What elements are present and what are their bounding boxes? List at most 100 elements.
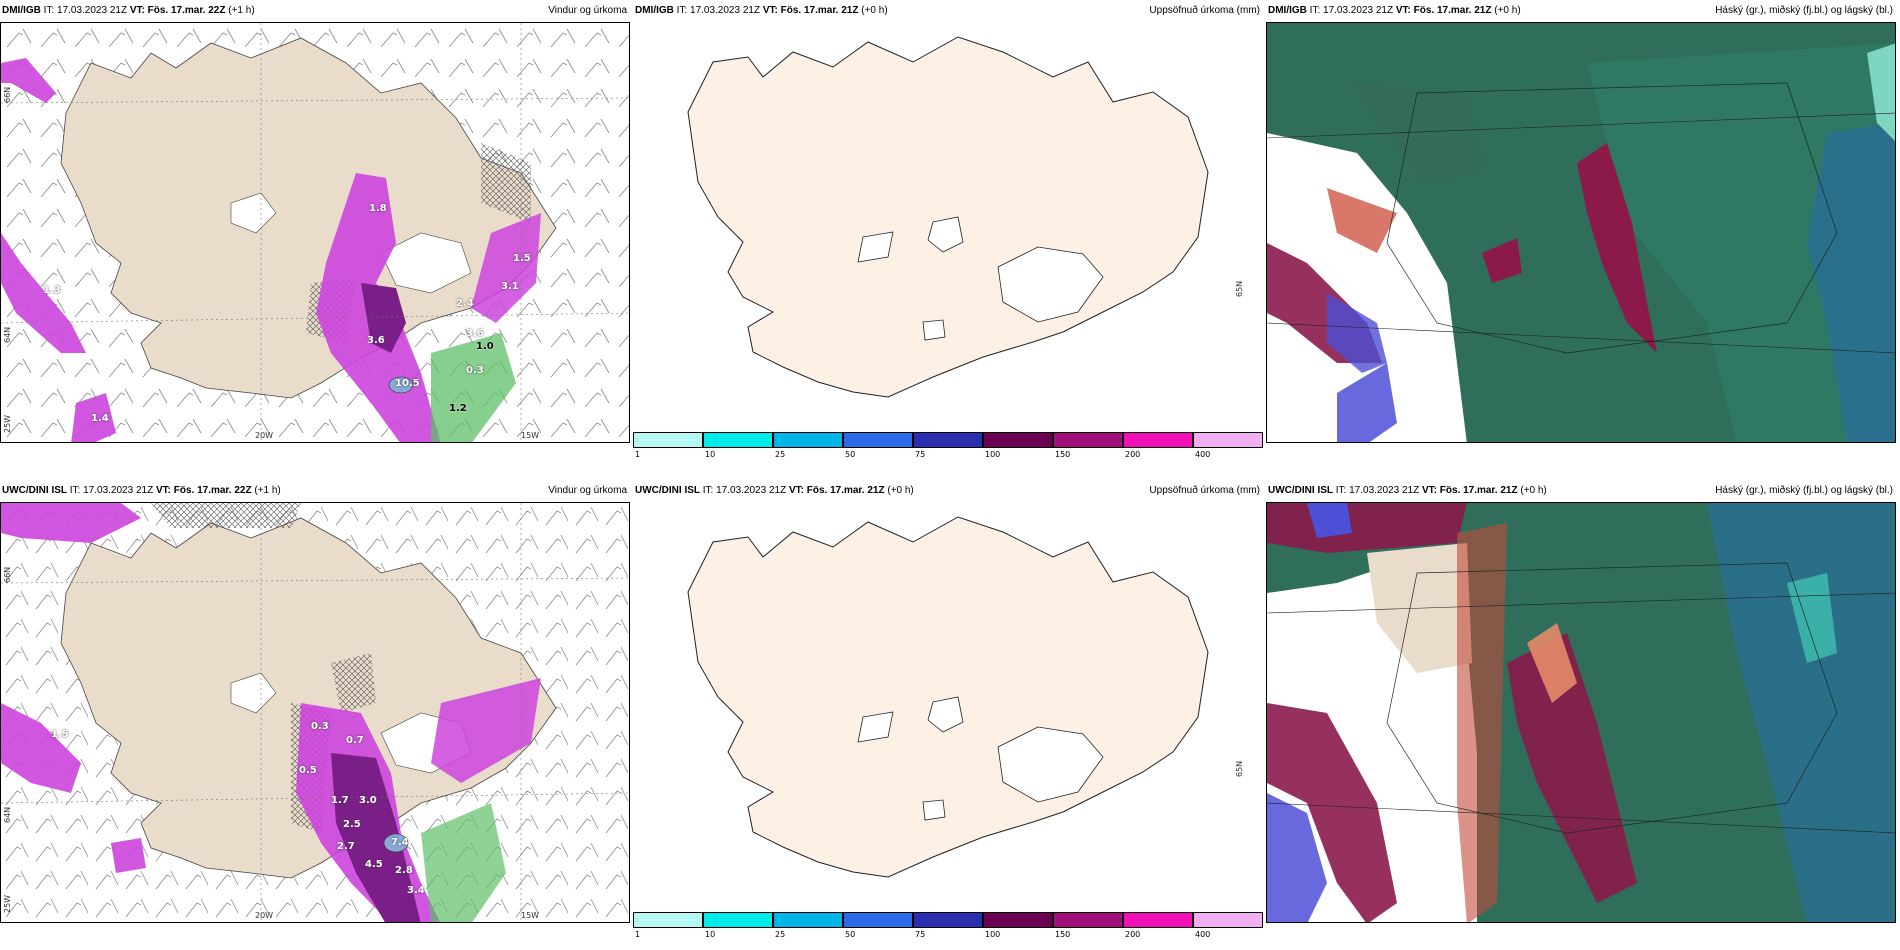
colorbar-swatch	[633, 912, 703, 928]
colorbar-swatch	[633, 432, 703, 448]
cloud-cover-map	[1266, 502, 1896, 923]
panel-title: Háský (gr.), miðský (fj.bl.) og lágský (…	[1715, 5, 1893, 16]
precip-value: 3.6	[466, 328, 484, 339]
map-canvas	[687, 516, 1209, 878]
accum-precip-map: 65N	[633, 502, 1263, 892]
low-cloud-area	[1267, 793, 1327, 922]
mid-cloud-area	[1457, 523, 1507, 922]
lat-line-64	[1, 312, 629, 324]
wind-precip-map: 66N 64N 25W 20W 15W 1.8 1.3 3.6 10.5 3.6…	[0, 22, 630, 443]
precip-max	[383, 833, 409, 853]
precip-value: 0.7	[346, 735, 364, 746]
colorbar-swatch	[843, 912, 913, 928]
precip-band	[1, 503, 141, 543]
precip-value: 3.4	[407, 885, 425, 896]
lon-label-20w: 20W	[255, 911, 274, 920]
colorbar-tick: 50	[845, 930, 856, 939]
valid-time: VT: Fös. 17.mar. 21Z	[1395, 5, 1492, 16]
glacier	[927, 216, 964, 253]
low-cloud-area	[1337, 363, 1397, 442]
precip-value: 3.6	[367, 335, 385, 346]
cloud-cover-map	[1266, 22, 1896, 443]
init-time: IT: 17.03.2023 21Z	[1335, 485, 1420, 496]
colorbar-swatch	[1123, 912, 1193, 928]
colorbar-swatch	[1053, 432, 1123, 448]
init-time: IT: 17.03.2023 21Z	[1309, 5, 1394, 16]
panel-header: UWC/DINI ISL IT: 17.03.2023 21Z VT: Fös.…	[633, 480, 1263, 502]
panel-title: Háský (gr.), miðský (fj.bl.) og lágský (…	[1715, 485, 1893, 496]
colorbar-tick: 1	[635, 450, 641, 459]
precip-value: 2.4	[456, 298, 474, 309]
lon-label-25w: 25W	[3, 414, 12, 433]
lead-time: (+0 h)	[887, 485, 914, 496]
init-time: IT: 17.03.2023 21Z	[702, 485, 787, 496]
precip-value: 1.8	[369, 203, 387, 214]
colorbar-tick: 150	[1055, 450, 1071, 459]
colorbar-tick: 100	[985, 450, 1001, 459]
model-name: DMI/IGB	[635, 5, 674, 16]
lat-label-66n: 66N	[3, 566, 12, 583]
colorbar-tick: 400	[1195, 930, 1211, 939]
panel-header: DMI/IGB IT: 17.03.2023 21Z VT: Fös. 17.m…	[0, 0, 630, 22]
precip-value: 1.5	[513, 253, 531, 264]
panel-title: Vindur og úrkoma	[548, 5, 627, 16]
glacier	[380, 232, 472, 294]
grid-line	[1267, 322, 1895, 354]
colorbar-tick: 75	[915, 450, 926, 459]
cloud-layer	[1867, 43, 1895, 141]
valid-time: VT: Fös. 17.mar. 22Z	[129, 5, 226, 16]
colorbar-swatch	[773, 432, 843, 448]
precip-value: 1.5	[51, 729, 69, 740]
colorbar-tick: 25	[775, 930, 786, 939]
iceland-coastline	[1386, 562, 1838, 834]
lat-line-64	[1, 792, 629, 804]
precip-value: 2.5	[343, 819, 361, 830]
grid-line	[1267, 802, 1895, 834]
snow-area	[431, 333, 516, 442]
panel-title: Uppsöfnuð úrkoma (mm)	[1149, 485, 1260, 496]
glacier	[997, 246, 1104, 323]
accum-precip-map: 65N	[633, 22, 1263, 412]
precip-band	[111, 838, 146, 873]
low-cloud-area	[1307, 503, 1352, 538]
panel-top-cloud: DMI/IGB IT: 17.03.2023 21Z VT: Fös. 17.m…	[1266, 0, 1896, 443]
colorbar-tick: 100	[985, 930, 1001, 939]
colorbar-tick: 150	[1055, 930, 1071, 939]
valid-time: VT: Fös. 17.mar. 22Z	[155, 485, 252, 496]
mid-cloud-area	[1527, 623, 1577, 703]
colorbar-swatch	[1123, 432, 1193, 448]
colorbar-tick: 10	[705, 450, 716, 459]
precip-value: 1.4	[91, 413, 109, 424]
map-canvas	[1, 23, 629, 442]
wind-precip-map: 66N 64N 25W 20W 15W 0.3 0.7 0.5 1.7 3.0 …	[0, 502, 630, 923]
low-cloud-area	[1327, 293, 1387, 373]
iceland-land	[687, 516, 1209, 878]
model-name: DMI/IGB	[1268, 5, 1307, 16]
init-time: IT: 17.03.2023 21Z	[676, 5, 761, 16]
panel-top-accum: DMI/IGB IT: 17.03.2023 21Z VT: Fös. 17.m…	[633, 0, 1263, 459]
low-cloud-field	[1707, 503, 1895, 922]
mid-cloud-area	[1577, 143, 1657, 353]
precip-value: 0.3	[311, 721, 329, 732]
precip-band	[1, 233, 86, 353]
valid-time: VT: Fös. 17.mar. 21Z	[1421, 485, 1518, 496]
init-time: IT: 17.03.2023 21Z	[69, 485, 154, 496]
colorbar-swatch	[1053, 912, 1123, 928]
precip-band	[1, 703, 81, 793]
lat-label-65n: 65N	[1235, 280, 1244, 297]
panel-title: Uppsöfnuð úrkoma (mm)	[1149, 5, 1260, 16]
panel-bottom-cloud: UWC/DINI ISL IT: 17.03.2023 21Z VT: Fös.…	[1266, 480, 1896, 923]
grid-line	[1267, 592, 1895, 614]
colorbar-swatch	[703, 432, 773, 448]
mid-cloud-area	[1267, 703, 1397, 922]
glacier	[922, 799, 946, 821]
init-time: IT: 17.03.2023 21Z	[43, 5, 128, 16]
colorbar-swatch	[983, 912, 1053, 928]
panel-header: UWC/DINI ISL IT: 17.03.2023 21Z VT: Fös.…	[1266, 480, 1896, 502]
lat-label-66n: 66N	[3, 86, 12, 103]
glacier	[922, 319, 946, 341]
precip-value: 10.5	[395, 378, 420, 389]
glacier	[997, 726, 1104, 803]
precip-value: 3.0	[359, 795, 377, 806]
colorbar-swatch	[843, 432, 913, 448]
